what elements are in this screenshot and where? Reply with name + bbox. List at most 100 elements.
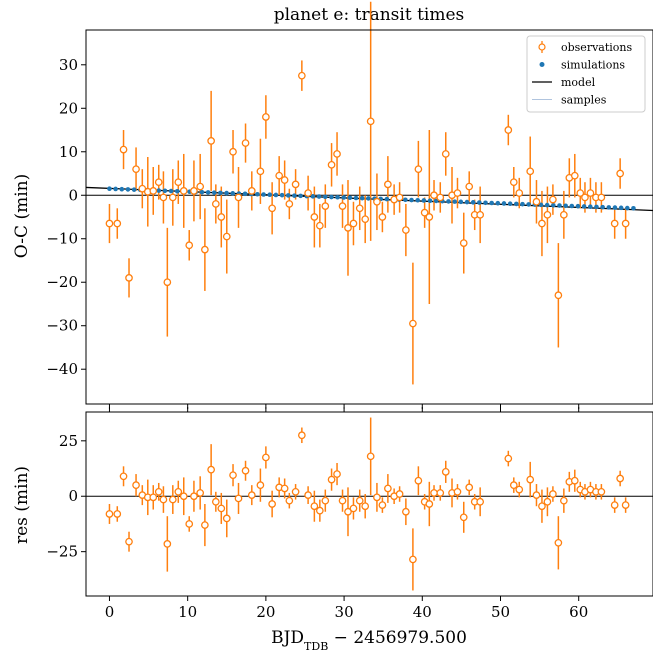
residual-point xyxy=(384,484,392,493)
residual-point xyxy=(174,487,183,496)
observation-point xyxy=(256,167,265,176)
residual-point xyxy=(509,481,518,490)
residual-point xyxy=(504,454,513,463)
simulation-point xyxy=(520,201,525,207)
residual-point xyxy=(366,452,375,461)
residual-point xyxy=(163,540,172,548)
observation-point xyxy=(275,171,284,180)
residual-point xyxy=(321,496,330,505)
observation-point xyxy=(149,187,158,195)
simulation-point xyxy=(477,200,482,205)
x-tick-label: 30 xyxy=(335,603,354,621)
observation-point xyxy=(168,193,177,202)
observation-point xyxy=(504,126,513,134)
residual-point xyxy=(119,472,128,481)
simulation-point xyxy=(606,205,612,210)
residual-point xyxy=(168,495,177,504)
observation-point xyxy=(327,160,336,169)
simulation-point xyxy=(329,194,334,200)
residual-point xyxy=(621,501,630,509)
residual-point xyxy=(402,507,410,516)
simulation-point xyxy=(119,186,125,192)
simulation-point xyxy=(538,202,544,208)
simulation-point xyxy=(359,195,365,201)
observation-point xyxy=(597,193,606,202)
bottom-plot-frame xyxy=(85,411,653,597)
x-tick-label: 10 xyxy=(178,603,197,621)
residual-point xyxy=(196,489,205,497)
observation-point xyxy=(414,165,423,174)
residual-point xyxy=(229,471,237,480)
observation-point xyxy=(190,187,198,195)
observation-point xyxy=(559,210,568,219)
residual-point xyxy=(211,497,220,506)
observation-point xyxy=(201,245,209,254)
observation-point xyxy=(384,180,392,189)
legend-entry-label: samples xyxy=(561,94,607,107)
observation-point xyxy=(234,193,243,202)
residual-point xyxy=(597,487,606,496)
simulation-point xyxy=(322,194,328,200)
observation-point xyxy=(185,241,194,250)
residual-point xyxy=(409,555,417,564)
simulation-point xyxy=(631,206,636,211)
x-tick-label: 60 xyxy=(569,603,588,621)
residual-point xyxy=(298,431,306,440)
residual-point xyxy=(256,481,265,490)
residual-point xyxy=(304,491,312,499)
simulation-point xyxy=(261,192,266,197)
observation-point xyxy=(459,239,468,247)
residual-point xyxy=(241,466,250,475)
observation-point xyxy=(268,204,276,213)
simulation-point xyxy=(267,192,273,198)
simulation-point xyxy=(483,200,488,206)
simulation-point xyxy=(335,194,340,200)
residual-point xyxy=(465,483,474,492)
simulation-point xyxy=(292,193,297,198)
legend: observations simulations model samples xyxy=(526,35,646,113)
simulation-point xyxy=(230,191,236,196)
residual-point xyxy=(179,492,188,501)
residual-point xyxy=(207,465,215,474)
top-panel: planet e: transit times O-C (min) −40 −30… xyxy=(12,1,653,409)
residual-point xyxy=(285,496,294,505)
residual-point xyxy=(610,501,619,509)
bottom-plot-marks xyxy=(86,417,653,591)
x-tick-label: 0 xyxy=(105,603,115,621)
x-tick-label: 50 xyxy=(491,603,510,621)
residual-point xyxy=(532,491,541,499)
observation-point xyxy=(570,171,579,180)
observation-point xyxy=(241,139,250,147)
simulation-point xyxy=(218,190,223,196)
observation-point xyxy=(538,219,546,228)
observation-point xyxy=(298,71,306,80)
residual-point xyxy=(159,495,168,504)
observation-point xyxy=(344,224,352,232)
observation-point xyxy=(476,210,485,219)
simulation-point xyxy=(131,187,137,192)
simulation-point xyxy=(205,190,211,195)
residual-point xyxy=(154,487,163,496)
simulation-point xyxy=(489,200,494,206)
chart-title: planet e: transit times xyxy=(274,5,465,25)
residual-point xyxy=(515,485,524,494)
simulation-point xyxy=(403,197,408,203)
observation-point xyxy=(154,178,163,187)
bottom-y-tick-label: −25 xyxy=(46,543,78,561)
simulation-point xyxy=(618,205,624,211)
simulation-point xyxy=(415,197,420,203)
bottom-axis-ticks: −25 0 25 0 10 20 30 40 50 60 xyxy=(46,407,588,621)
legend-entry-label: observations xyxy=(561,41,632,54)
observation-point xyxy=(549,195,557,204)
simulation-point xyxy=(612,205,618,210)
observation-point xyxy=(581,193,589,202)
simulation-point xyxy=(544,202,550,208)
residual-point xyxy=(349,504,358,513)
observation-point xyxy=(174,178,183,187)
observation-point xyxy=(229,147,237,156)
residual-point xyxy=(378,501,387,509)
observation-point xyxy=(366,117,375,126)
residual-point xyxy=(247,491,256,499)
x-tick-label: 40 xyxy=(413,603,432,621)
